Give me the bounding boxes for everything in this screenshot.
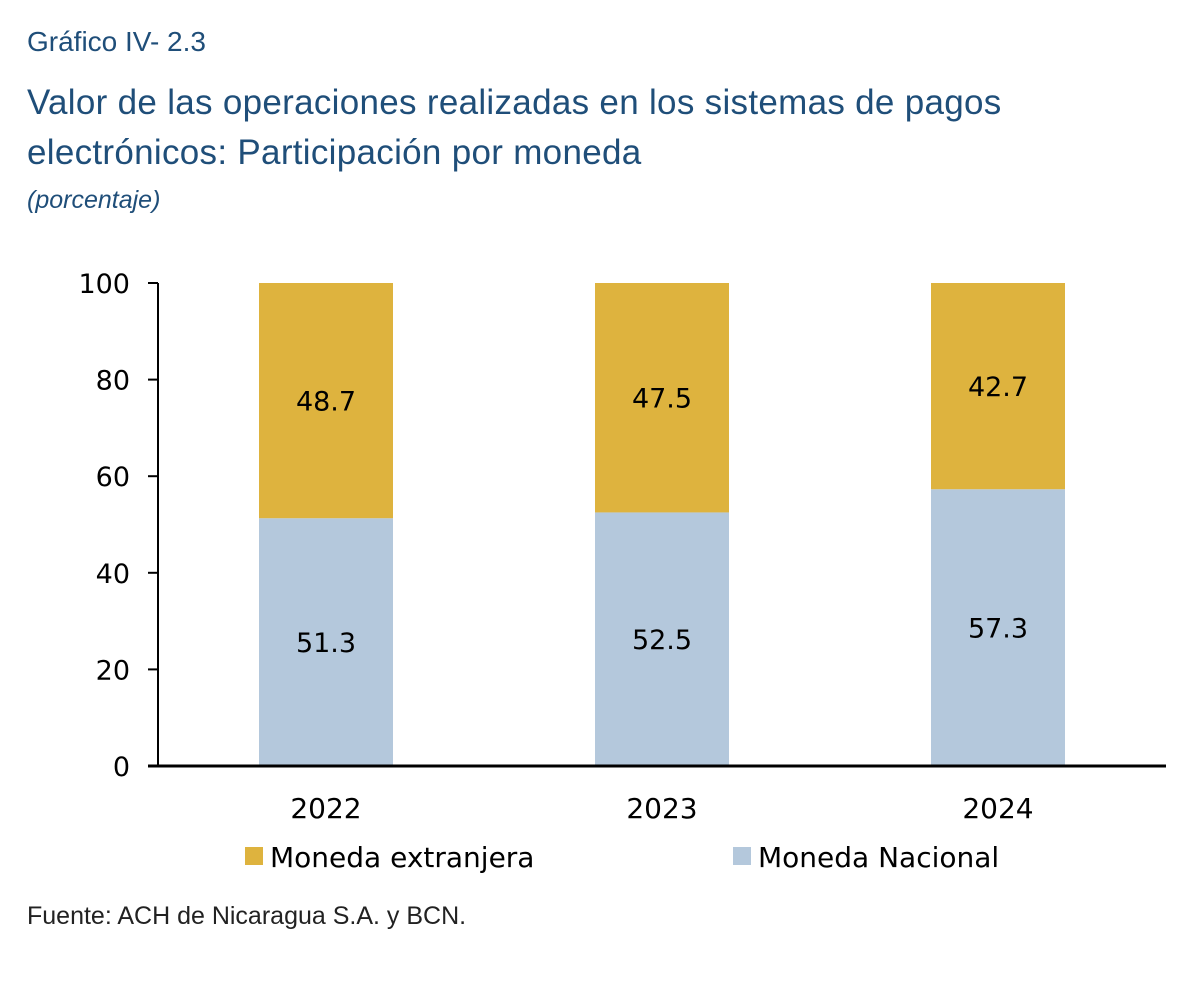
y-tick-label-100: 100 xyxy=(78,269,130,300)
chart-title: Valor de las operaciones realizadas en l… xyxy=(27,78,1002,178)
stacked-bar-chart: 51.3 48.7 2022 52.5 47.5 2023 57.3 42.7 2024 0 20 4… xyxy=(78,269,1166,874)
legend-label-moneda-extranjera: Moneda extranjera xyxy=(270,841,534,874)
data-label-moneda-extranjera-2024: 42.7 xyxy=(968,372,1028,403)
source-note: Fuente: ACH de Nicaragua S.A. y BCN. xyxy=(27,902,467,930)
bar-moneda-nacional-2023 xyxy=(595,512,729,766)
y-tick-label-0: 0 xyxy=(113,752,130,783)
data-label-moneda-extranjera-2022: 48.7 xyxy=(296,387,356,418)
y-tick-label-20: 20 xyxy=(96,655,130,686)
legend-label-moneda-nacional: Moneda Nacional xyxy=(758,841,999,874)
bar-moneda-nacional-2024 xyxy=(931,489,1065,766)
data-label-moneda-extranjera-2023: 47.5 xyxy=(632,384,692,415)
bar-moneda-extranjera-2024 xyxy=(931,283,1065,490)
x-tick-label-2022: 2022 xyxy=(290,792,361,825)
y-tick-label-60: 60 xyxy=(96,462,130,493)
data-label-moneda-nacional-2022: 51.3 xyxy=(296,628,356,659)
legend-swatch-moneda-extranjera xyxy=(245,847,263,865)
data-label-moneda-nacional-2023: 52.5 xyxy=(632,625,692,656)
bar-moneda-extranjera-2023 xyxy=(595,283,729,513)
x-tick-label-2023: 2023 xyxy=(626,792,697,825)
legend-swatch-moneda-nacional xyxy=(733,847,751,865)
data-label-moneda-nacional-2024: 57.3 xyxy=(968,614,1028,645)
y-tick-label-40: 40 xyxy=(96,559,130,590)
y-tick-label-80: 80 xyxy=(96,366,130,397)
chart-title-line-2: electrónicos: Participación por moneda xyxy=(27,133,642,172)
bar-moneda-extranjera-2022 xyxy=(259,283,393,519)
bar-moneda-nacional-2022 xyxy=(259,518,393,766)
chart-number: Gráfico IV- 2.3 xyxy=(27,26,206,57)
chart-unit: (porcentaje) xyxy=(27,186,161,214)
chart-title-line-1: Valor de las operaciones realizadas en l… xyxy=(27,83,1002,122)
x-tick-label-2024: 2024 xyxy=(962,792,1033,825)
